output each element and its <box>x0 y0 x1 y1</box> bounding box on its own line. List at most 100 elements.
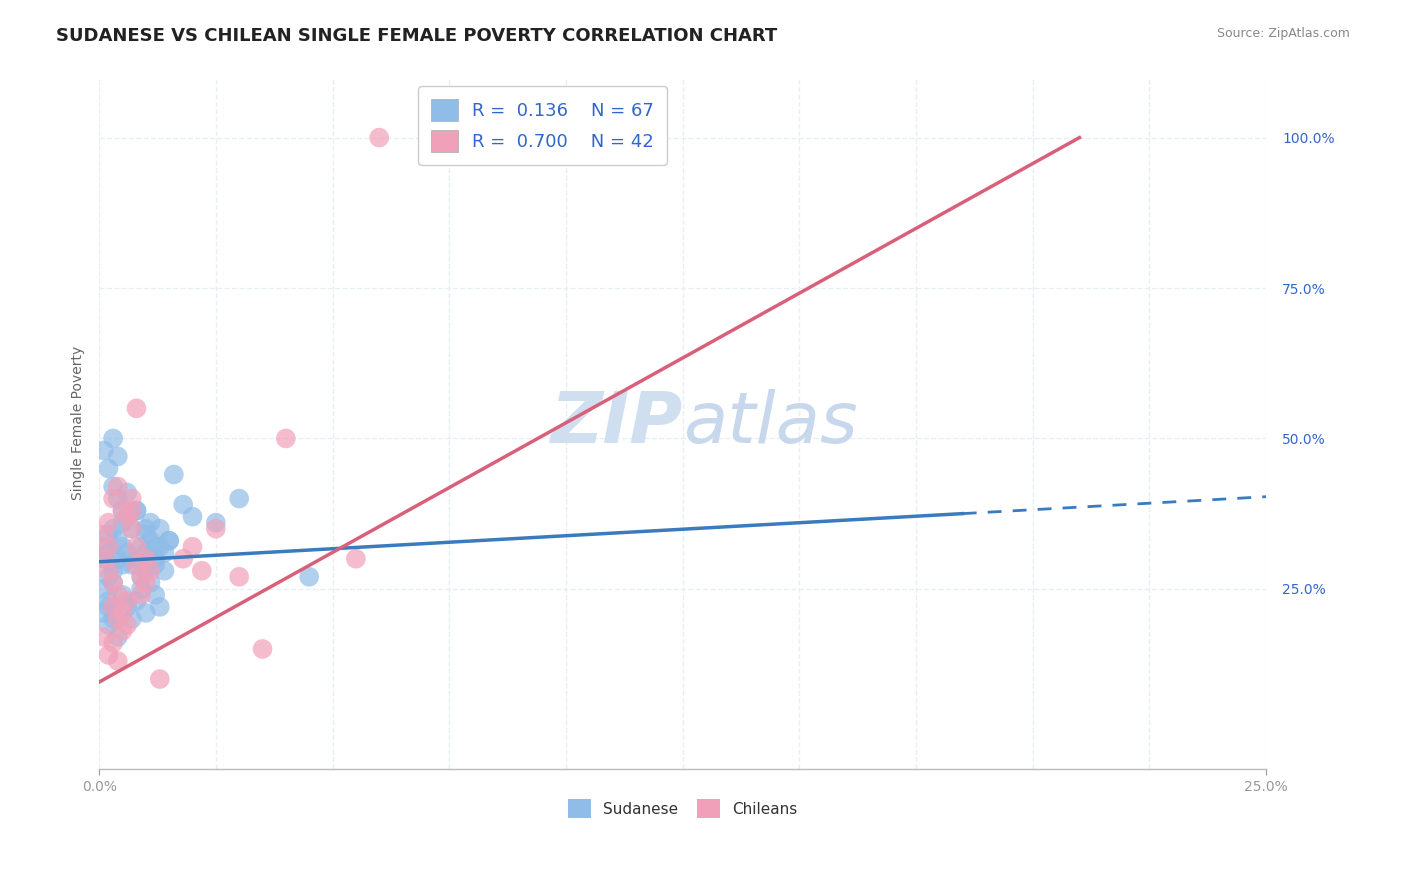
Point <box>107 491 129 506</box>
Point <box>157 533 180 548</box>
Point <box>135 551 157 566</box>
Point <box>172 498 194 512</box>
Point <box>93 540 115 554</box>
Point <box>93 551 115 566</box>
Point <box>101 431 124 445</box>
Point <box>111 516 134 530</box>
Point <box>149 522 172 536</box>
Point <box>129 588 152 602</box>
Point <box>93 630 115 644</box>
Point <box>143 558 166 572</box>
Point <box>97 527 120 541</box>
Point <box>111 558 134 572</box>
Point <box>101 575 124 590</box>
Point <box>107 654 129 668</box>
Point <box>191 564 214 578</box>
Point <box>111 606 134 620</box>
Point <box>107 450 129 464</box>
Point <box>121 612 143 626</box>
Point <box>344 551 367 566</box>
Point <box>115 509 138 524</box>
Point <box>153 564 176 578</box>
Text: ZIP: ZIP <box>550 389 683 458</box>
Point <box>115 594 138 608</box>
Point <box>139 533 162 548</box>
Point <box>125 540 148 554</box>
Point <box>181 540 204 554</box>
Point <box>115 599 138 614</box>
Point <box>125 503 148 517</box>
Point <box>111 503 134 517</box>
Point <box>252 642 274 657</box>
Point <box>205 522 228 536</box>
Point <box>107 533 129 548</box>
Point <box>93 582 115 596</box>
Point <box>135 606 157 620</box>
Point <box>129 570 152 584</box>
Point <box>298 570 321 584</box>
Point <box>129 582 152 596</box>
Point <box>149 672 172 686</box>
Point <box>93 551 115 566</box>
Point <box>93 527 115 541</box>
Point <box>97 599 120 614</box>
Point <box>97 461 120 475</box>
Point <box>101 612 124 626</box>
Point <box>228 491 250 506</box>
Point <box>121 558 143 572</box>
Point <box>143 540 166 554</box>
Point <box>135 522 157 536</box>
Point <box>115 546 138 560</box>
Point <box>107 479 129 493</box>
Point <box>111 588 134 602</box>
Point <box>93 443 115 458</box>
Point <box>125 558 148 572</box>
Point <box>205 516 228 530</box>
Point <box>101 564 124 578</box>
Text: Source: ZipAtlas.com: Source: ZipAtlas.com <box>1216 27 1350 40</box>
Point <box>121 503 143 517</box>
Point <box>107 588 129 602</box>
Point <box>101 522 124 536</box>
Point <box>107 551 129 566</box>
Point <box>97 594 120 608</box>
Point <box>107 612 129 626</box>
Point <box>111 503 134 517</box>
Point <box>129 570 152 584</box>
Point <box>135 575 157 590</box>
Point <box>97 618 120 632</box>
Point <box>97 564 120 578</box>
Point <box>121 522 143 536</box>
Point <box>101 599 124 614</box>
Point <box>172 551 194 566</box>
Point <box>125 551 148 566</box>
Point <box>143 551 166 566</box>
Legend: Sudanese, Chileans: Sudanese, Chileans <box>562 793 803 824</box>
Point <box>228 570 250 584</box>
Point <box>274 431 297 445</box>
Point <box>111 540 134 554</box>
Point <box>135 527 157 541</box>
Point <box>149 540 172 554</box>
Point <box>121 522 143 536</box>
Point <box>115 485 138 500</box>
Point <box>101 491 124 506</box>
Point <box>97 516 120 530</box>
Point <box>129 540 152 554</box>
Y-axis label: Single Female Poverty: Single Female Poverty <box>72 346 86 500</box>
Point <box>121 491 143 506</box>
Point <box>368 130 391 145</box>
Point <box>107 630 129 644</box>
Point <box>157 533 180 548</box>
Point <box>97 540 120 554</box>
Point <box>93 606 115 620</box>
Point <box>97 648 120 662</box>
Text: atlas: atlas <box>683 389 858 458</box>
Point <box>143 588 166 602</box>
Point <box>153 546 176 560</box>
Point <box>97 570 120 584</box>
Point <box>181 509 204 524</box>
Point <box>101 575 124 590</box>
Point <box>163 467 186 482</box>
Point <box>139 575 162 590</box>
